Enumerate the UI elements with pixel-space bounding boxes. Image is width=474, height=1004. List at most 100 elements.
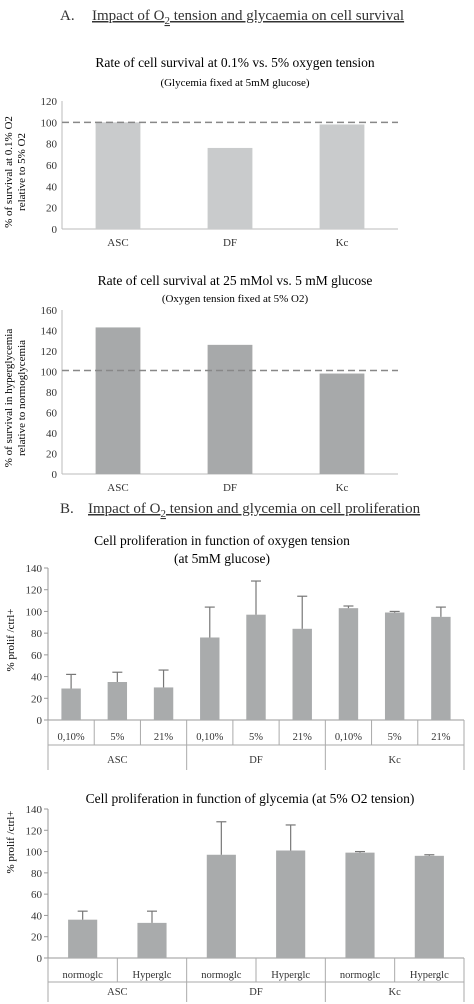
- chart-2-title: Rate of cell survival at 25 mMol vs. 5 m…: [98, 273, 373, 288]
- c1-xtick-label: DF: [223, 237, 237, 249]
- c4-xtick-label: Hyperglc: [133, 970, 172, 981]
- c2-ytick-label: 20: [46, 449, 58, 461]
- c3-ytick-label: 80: [31, 628, 43, 640]
- c4-ytick-label: 120: [26, 825, 43, 837]
- c4-ytick-label: 100: [26, 847, 43, 859]
- c2-ytick-label: 40: [46, 428, 58, 440]
- c3-group-label: ASC: [107, 755, 127, 766]
- c2-ytick-label: 100: [41, 367, 58, 379]
- chart-4-title: Cell proliferation in function of glycem…: [86, 791, 415, 806]
- section-b-header: B. Impact of O2 tension and glycemia on …: [60, 501, 421, 520]
- c3-bar: [61, 688, 81, 720]
- c4-ytick-label: 60: [31, 889, 43, 901]
- c3-xtick-label: 21%: [293, 732, 313, 743]
- c2-ytick-label: 140: [41, 326, 58, 338]
- chart-1-subtitle: (Glycemia fixed at 5mM glucose): [160, 77, 309, 89]
- c3-ytick-label: 0: [37, 715, 43, 727]
- c4-ytick-label: 140: [26, 804, 43, 816]
- chart-1-ylabel-line2: relative to 5% O2: [16, 133, 28, 211]
- c3-xtick-label: 5%: [110, 732, 124, 743]
- c3-xtick-label: 0,10%: [196, 732, 223, 743]
- c4-bar: [137, 922, 167, 958]
- c4-group-label: Kc: [389, 987, 402, 998]
- c2-bar: [95, 327, 141, 474]
- c4-xtick-label: normoglc: [201, 970, 242, 981]
- c4-xtick-label: Hyperglc: [410, 970, 449, 981]
- c3-bar: [246, 614, 266, 720]
- c4-ytick-label: 40: [31, 910, 43, 922]
- c3-ytick-label: 140: [26, 563, 43, 575]
- chart-2-ylabel-line1: % of survival in hyperglycemia: [3, 329, 15, 468]
- c4-bar: [206, 854, 236, 958]
- c3-group-label: DF: [249, 755, 263, 766]
- c3-xtick-label: 0,10%: [335, 732, 362, 743]
- chart-2-subtitle: (Oxygen tension fixed at 5% O2): [162, 293, 309, 305]
- c1-bar: [207, 147, 253, 229]
- c3-bar: [200, 637, 220, 720]
- c1-xtick-label: ASC: [107, 237, 128, 249]
- c4-bar: [345, 852, 375, 958]
- section-b-title: Impact of O2 tension and glycemia on cel…: [88, 501, 421, 520]
- c4-group-label: ASC: [107, 987, 127, 998]
- c2-ytick-label: 120: [41, 346, 58, 358]
- c4-ytick-label: 80: [31, 868, 43, 880]
- chart-2-ylabel-line2: relative to normoglycemia: [16, 340, 28, 456]
- c3-bar: [431, 616, 451, 720]
- c3-xtick-label: 5%: [388, 732, 402, 743]
- c4-group-label: DF: [249, 987, 263, 998]
- c1-ytick-label: 120: [41, 96, 58, 108]
- c4-xtick-label: Hyperglc: [271, 970, 310, 981]
- c1-ytick-label: 0: [52, 224, 58, 236]
- chart-3-title-line2: (at 5mM glucose): [174, 551, 270, 566]
- section-a-title: Impact of O2 tension and glycaemia on ce…: [92, 8, 404, 27]
- c2-xtick-label: DF: [223, 482, 237, 494]
- c3-bar: [384, 612, 405, 720]
- c2-ytick-label: 80: [46, 387, 58, 399]
- c4-xtick-label: normoglc: [63, 970, 104, 981]
- c4-xtick-label: normoglc: [340, 970, 381, 981]
- c3-group-label: Kc: [389, 755, 402, 766]
- c1-ytick-label: 100: [41, 117, 58, 129]
- c3-xtick-label: 5%: [249, 732, 263, 743]
- c3-xtick-label: 0,10%: [58, 732, 85, 743]
- c1-bar: [319, 124, 365, 229]
- c3-ytick-label: 40: [31, 672, 43, 684]
- c1-ytick-label: 20: [46, 203, 58, 215]
- chart-proliferation-oxygen: Cell proliferation in function of oxygen…: [5, 533, 465, 770]
- chart-1-ylabel-line1: % of survival at 0.1% O2: [3, 116, 15, 228]
- c4-bar: [414, 855, 444, 958]
- c3-bar: [292, 628, 312, 720]
- c4-ytick-label: 20: [31, 932, 43, 944]
- section-a-header: A. Impact of O2 tension and glycaemia on…: [60, 8, 404, 27]
- c3-ytick-label: 100: [26, 606, 43, 618]
- c3-ytick-label: 60: [31, 650, 43, 662]
- c3-ytick-label: 120: [26, 585, 43, 597]
- chart-4-ylabel: % prolif /ctrl+: [5, 810, 17, 873]
- c2-bar: [319, 373, 365, 474]
- c2-xtick-label: ASC: [107, 482, 128, 494]
- c4-bar: [276, 850, 306, 958]
- c2-ytick-label: 160: [41, 305, 58, 317]
- c1-ytick-label: 80: [46, 139, 58, 151]
- c3-xtick-label: 21%: [431, 732, 451, 743]
- c1-xtick-label: Kc: [336, 237, 349, 249]
- chart-proliferation-glycemia: Cell proliferation in function of glycem…: [5, 791, 465, 1002]
- c1-ytick-label: 40: [46, 181, 58, 193]
- c3-bar: [153, 687, 174, 720]
- c1-bar: [95, 122, 141, 229]
- chart-3-ylabel: % prolif /ctrl+: [5, 608, 17, 671]
- c2-ytick-label: 0: [52, 469, 58, 481]
- c2-ytick-label: 60: [46, 408, 58, 420]
- c3-ytick-label: 20: [31, 693, 43, 705]
- section-a-letter: A.: [60, 8, 75, 24]
- chart-1-title: Rate of cell survival at 0.1% vs. 5% oxy…: [95, 55, 375, 70]
- c3-xtick-label: 21%: [154, 732, 174, 743]
- c2-xtick-label: Kc: [336, 482, 349, 494]
- c1-ytick-label: 60: [46, 160, 58, 172]
- chart-3-title-line1: Cell proliferation in function of oxygen…: [94, 533, 350, 548]
- chart-survival-oxygen: Rate of cell survival at 0.1% vs. 5% oxy…: [3, 55, 398, 249]
- c4-bar: [68, 919, 98, 958]
- c3-bar: [107, 682, 128, 720]
- c2-bar: [207, 344, 253, 474]
